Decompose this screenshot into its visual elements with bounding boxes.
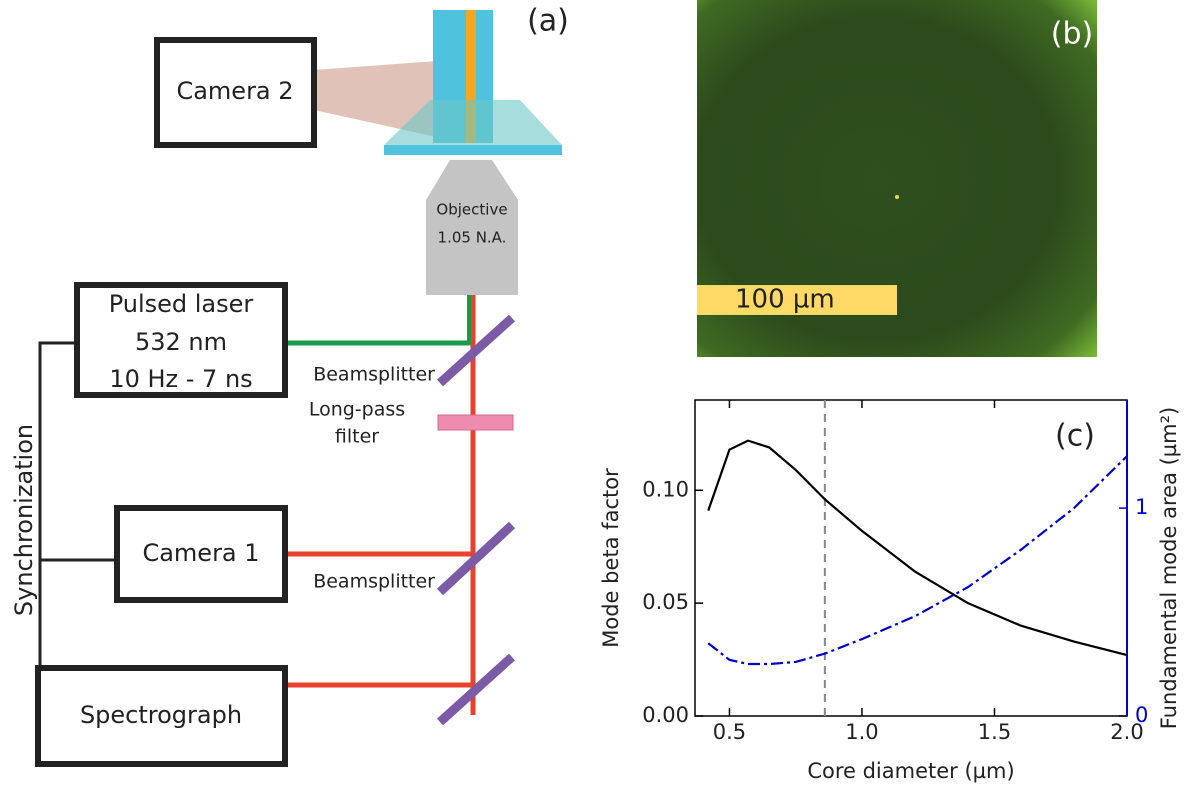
camera1-label: Camera 1: [142, 539, 259, 567]
beamsplitter-label: Beamsplitter: [313, 364, 435, 386]
micrograph: 100 µm (b): [697, 0, 1097, 357]
y2-axis-label: Fundamental mode area (µm²): [1157, 407, 1181, 729]
base-plate: [384, 145, 562, 155]
objective-na: 1.05 N.A.: [438, 229, 507, 247]
panel-label: (a): [527, 4, 569, 39]
scale-bar-label: 100 µm: [735, 285, 835, 315]
sync-line: [40, 343, 77, 668]
x-tick-label: 1.0: [845, 720, 878, 744]
beamsplitter: [440, 318, 512, 383]
y-tick-label: 0.10: [642, 477, 689, 501]
y-axis-label: Mode beta factor: [599, 468, 623, 648]
filter: [438, 415, 513, 430]
figure: Camera 2 Objective 1.05 N.A. Beamsplitte…: [0, 0, 1189, 789]
beamsplitter: [440, 525, 512, 592]
sync-label: Synchronization: [10, 424, 38, 616]
mirror: [440, 657, 512, 722]
y-tick-label: 0.05: [642, 590, 689, 614]
beamsplitter-label: Beamsplitter: [313, 571, 435, 593]
setup-diagram: Camera 2 Objective 1.05 N.A. Beamsplitte…: [10, 4, 569, 765]
panel-label: (c): [1055, 419, 1095, 454]
camera2-label: Camera 2: [176, 77, 293, 105]
series-line: [708, 456, 1127, 664]
objective: [426, 160, 518, 295]
laser-pulse: 10 Hz - 7 ns: [109, 365, 252, 393]
laser-label: Pulsed laser: [109, 290, 254, 318]
y2-tick-label: 1: [1135, 495, 1148, 519]
objective-label: Objective: [436, 201, 507, 219]
x-tick-label: 0.5: [713, 720, 746, 744]
y-tick-label: 0.00: [642, 703, 689, 727]
panel-label: (b): [1051, 17, 1093, 52]
laser-wavelength: 532 nm: [135, 328, 227, 356]
series-line: [708, 441, 1127, 655]
fiber-core: [895, 195, 899, 199]
filter-label: Long-pass: [309, 399, 405, 421]
x-tick-label: 1.5: [978, 720, 1011, 744]
y2-tick-label: 0: [1135, 703, 1148, 727]
x-axis-label: Core diameter (µm): [807, 759, 1014, 783]
filter-label: filter: [335, 426, 379, 448]
spectrograph-label: Spectrograph: [80, 701, 242, 729]
